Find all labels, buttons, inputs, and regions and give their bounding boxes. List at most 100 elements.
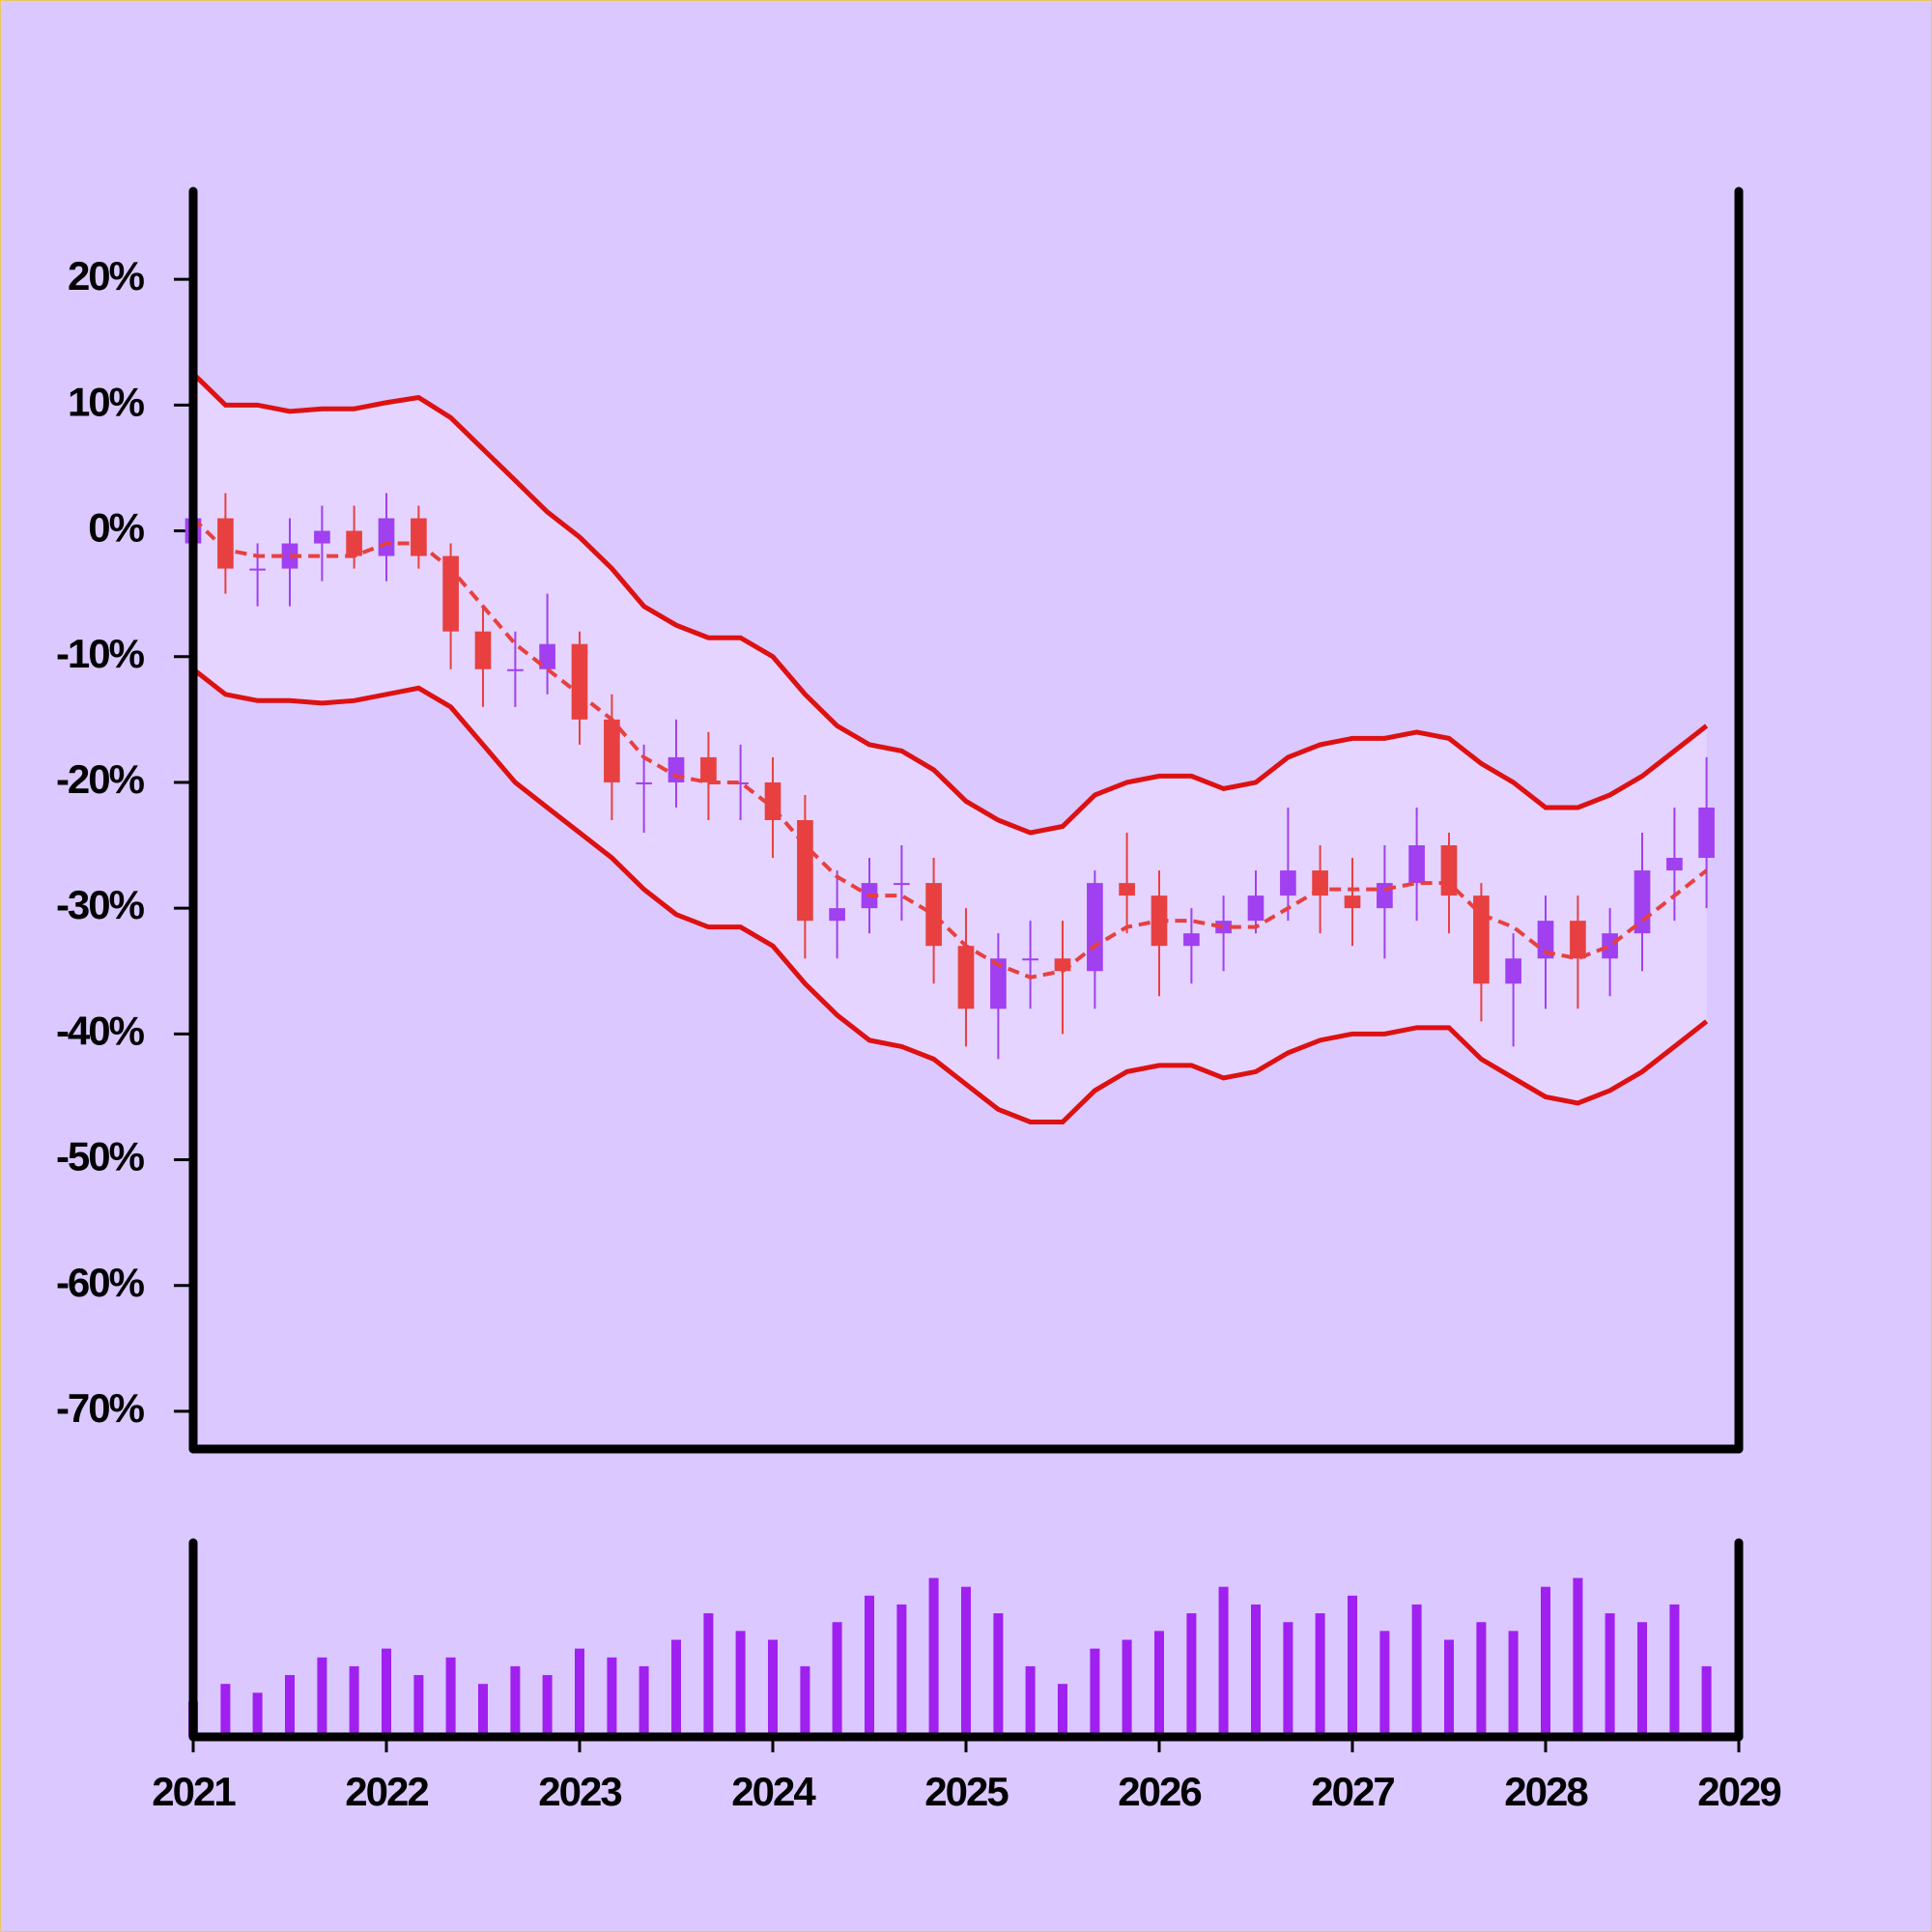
candle-body — [1344, 895, 1361, 909]
candle-body — [1440, 845, 1458, 896]
volume-bar — [928, 1577, 939, 1737]
volume-bar — [639, 1665, 649, 1737]
volume-bar — [961, 1586, 971, 1737]
candle-body — [1119, 883, 1135, 896]
y-tick-label: -10% — [56, 631, 145, 676]
volume-bar — [1573, 1577, 1583, 1737]
volume-bar — [1541, 1586, 1550, 1737]
candle-body — [797, 820, 813, 922]
candle-body — [281, 543, 298, 569]
y-tick-label: 10% — [68, 379, 145, 424]
volume-bar — [1122, 1639, 1132, 1737]
x-tick-label: 2022 — [345, 1769, 428, 1814]
candle-body — [829, 908, 845, 922]
candle-body — [346, 530, 362, 556]
candle-body — [314, 530, 330, 544]
volume-bar — [413, 1675, 424, 1737]
candle-body — [894, 883, 910, 886]
x-tick-label: 2021 — [152, 1769, 236, 1814]
volume-bar — [575, 1648, 584, 1737]
moving-average — [191, 517, 1708, 980]
y-tick-label: -50% — [56, 1134, 145, 1179]
candle-body — [507, 668, 524, 671]
volume-bar — [1669, 1604, 1680, 1737]
y-tick-label: 20% — [68, 253, 145, 298]
candle-body — [1087, 883, 1103, 972]
candle-body — [1505, 958, 1521, 984]
x-tick-label: 2026 — [1118, 1769, 1201, 1814]
volume-bar — [317, 1657, 327, 1737]
x-tick-label: 2025 — [924, 1769, 1009, 1814]
volume-bar — [1476, 1622, 1487, 1737]
x-tick-label: 2024 — [731, 1769, 816, 1814]
volume-bar — [220, 1684, 231, 1737]
volume-bar — [735, 1631, 746, 1737]
candle-body — [700, 756, 717, 782]
candle-body — [1537, 921, 1554, 959]
band-fill — [193, 373, 1707, 1122]
volume-bar — [768, 1639, 778, 1737]
volume-bar — [478, 1684, 488, 1737]
volume-bar — [349, 1665, 359, 1737]
candle-body — [732, 781, 749, 784]
candle-body — [474, 631, 492, 669]
volume-bar — [1251, 1604, 1261, 1737]
candle-body — [1022, 958, 1038, 961]
volume-bar — [607, 1657, 617, 1737]
candle-body — [1602, 933, 1618, 959]
volume-bar — [1508, 1631, 1519, 1737]
x-tick-label: 2028 — [1504, 1769, 1588, 1814]
candle-body — [957, 946, 975, 1009]
candle-body — [1698, 807, 1715, 859]
volume-bar — [800, 1665, 810, 1737]
upper-band — [191, 371, 1709, 836]
volume-bar — [1605, 1613, 1615, 1737]
candle-body — [539, 643, 555, 669]
candle-body — [1666, 858, 1683, 871]
y-tick-label: -40% — [56, 1008, 145, 1053]
volume-bar — [1701, 1665, 1712, 1737]
candle-body — [1280, 870, 1296, 896]
candle-body — [442, 555, 459, 632]
y-tick-label: 0% — [88, 505, 144, 551]
volume-bar — [1283, 1622, 1293, 1737]
candle-body — [571, 643, 588, 720]
volume-bar — [382, 1648, 391, 1737]
candle-body — [1634, 870, 1651, 934]
volume-bar — [445, 1657, 456, 1737]
volume-bar — [703, 1613, 714, 1737]
volume-bar — [252, 1692, 263, 1737]
volume-bar — [832, 1622, 842, 1737]
volume-bar — [1315, 1613, 1325, 1737]
y-tick-label: -70% — [56, 1385, 145, 1431]
volume-bar — [1411, 1604, 1422, 1737]
x-tick-label: 2027 — [1311, 1769, 1394, 1814]
candle-body — [604, 719, 620, 782]
volume-bar — [542, 1675, 553, 1737]
volume-bar — [1444, 1639, 1454, 1737]
x-tick-label: 2023 — [538, 1769, 621, 1814]
volume-bar — [1058, 1684, 1067, 1737]
y-tick-label: -20% — [56, 756, 145, 802]
candle-body — [1570, 921, 1586, 959]
candle-body — [1408, 845, 1425, 884]
volume-bar — [1186, 1613, 1197, 1737]
candle-body — [1183, 933, 1200, 947]
volume-bar — [1154, 1631, 1164, 1737]
volume-bar — [1379, 1631, 1390, 1737]
volume-bar — [1348, 1595, 1357, 1737]
candle-body — [411, 518, 427, 556]
volume-bar — [1090, 1648, 1100, 1737]
candle-body — [636, 781, 652, 784]
candle-body — [1215, 921, 1232, 934]
volume-bar — [865, 1595, 874, 1737]
volume-bar — [285, 1675, 295, 1737]
volume-bar — [1218, 1586, 1229, 1737]
lower-band — [191, 667, 1709, 1124]
candle-body — [1312, 870, 1328, 896]
volume-bar — [993, 1613, 1004, 1737]
candle-body — [1247, 895, 1264, 922]
candle-body — [990, 958, 1007, 1009]
candle-body — [249, 568, 266, 571]
